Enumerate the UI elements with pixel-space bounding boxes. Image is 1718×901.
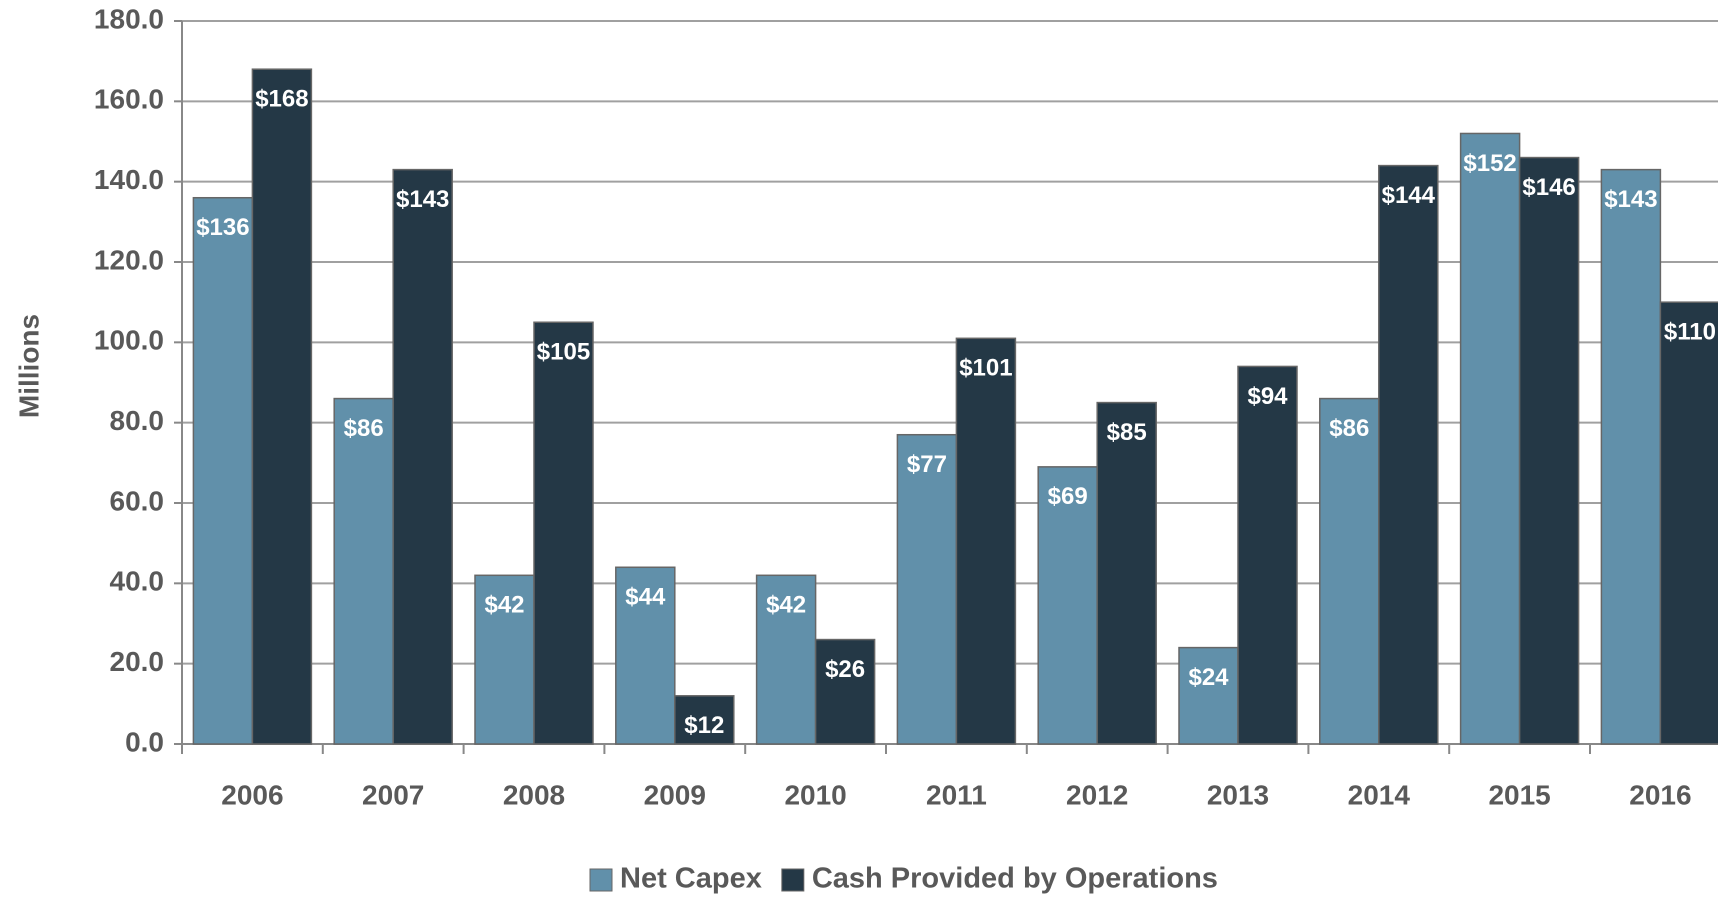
x-tick-label: 2008 — [503, 779, 565, 810]
value-label: $12 — [684, 712, 724, 739]
x-tick-label: 2012 — [1066, 779, 1128, 810]
x-tick-label: 2016 — [1629, 779, 1691, 810]
value-label: $85 — [1107, 419, 1147, 446]
bar — [392, 168, 453, 745]
bar — [1096, 401, 1157, 745]
value-label: $77 — [907, 451, 947, 478]
bar — [615, 566, 676, 745]
y-tick-label: 180.0 — [94, 3, 164, 34]
bar — [1659, 301, 1718, 745]
value-label: $105 — [537, 339, 590, 366]
bar — [1459, 132, 1521, 745]
bar — [1319, 397, 1380, 745]
value-label: $152 — [1463, 150, 1516, 177]
legend-label: Cash Provided by Operations — [812, 863, 1218, 895]
x-tick-label: 2006 — [221, 779, 283, 810]
y-tick-label: 100.0 — [94, 325, 164, 356]
x-tick-label: 2015 — [1488, 779, 1550, 810]
legend-swatch — [589, 868, 613, 892]
bar — [533, 321, 594, 745]
value-label: $86 — [344, 415, 384, 442]
value-label: $143 — [396, 186, 449, 213]
value-label: $110 — [1664, 319, 1716, 346]
bar — [755, 574, 817, 745]
bar — [251, 68, 313, 745]
bar — [1378, 164, 1439, 745]
x-tick-label: 2007 — [362, 779, 424, 810]
y-tick-label: 140.0 — [94, 164, 164, 195]
y-axis-label: Millions — [13, 314, 44, 418]
bar — [333, 397, 394, 745]
bar — [192, 196, 254, 745]
value-label: $168 — [255, 86, 308, 113]
value-label: $144 — [1382, 182, 1436, 209]
value-label: $146 — [1522, 174, 1575, 201]
bar — [674, 695, 735, 745]
value-label: $42 — [766, 592, 806, 619]
value-label: $44 — [625, 584, 666, 611]
x-tick-label: 2010 — [784, 779, 846, 810]
value-label: $42 — [484, 592, 524, 619]
value-label: $101 — [959, 355, 1012, 382]
value-label: $69 — [1048, 483, 1088, 510]
value-label: $143 — [1604, 186, 1657, 213]
y-tick-label: 60.0 — [110, 485, 165, 516]
y-tick-label: 0.0 — [125, 726, 164, 757]
value-label: $136 — [196, 214, 249, 241]
x-tick-label: 2009 — [644, 779, 706, 810]
legend-swatch — [781, 868, 805, 892]
bar — [955, 337, 1017, 745]
x-tick-label: 2013 — [1207, 779, 1269, 810]
value-label: $24 — [1188, 664, 1229, 691]
value-label: $86 — [1329, 415, 1369, 442]
x-tick-label: 2014 — [1348, 779, 1411, 810]
x-tick-label: 2011 — [926, 779, 987, 810]
value-label: $94 — [1247, 383, 1288, 410]
value-label: $26 — [825, 656, 865, 683]
y-tick-label: 120.0 — [94, 244, 164, 275]
bar — [1037, 466, 1098, 745]
y-tick-label: 20.0 — [110, 646, 165, 677]
bar — [814, 638, 876, 745]
legend-label: Net Capex — [620, 863, 762, 895]
y-tick-label: 40.0 — [110, 566, 165, 597]
y-tick-label: 80.0 — [110, 405, 165, 436]
bar — [896, 433, 958, 745]
bar — [474, 574, 535, 745]
bar — [1518, 156, 1580, 745]
bar — [1178, 646, 1239, 745]
y-tick-label: 160.0 — [94, 84, 164, 115]
bar — [1237, 365, 1298, 745]
bar — [1600, 168, 1662, 745]
